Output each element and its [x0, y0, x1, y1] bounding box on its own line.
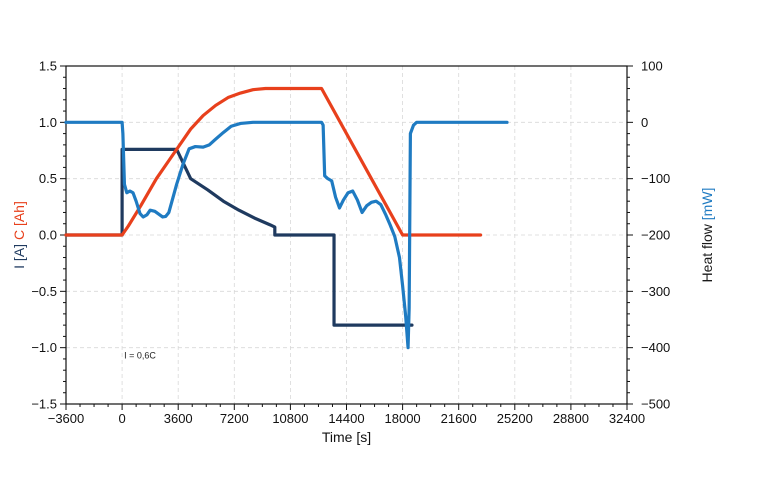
series-group [64, 86, 509, 350]
y-right-tick-label: −400 [641, 340, 670, 355]
y-left-tick-label: 0.0 [39, 228, 57, 243]
y-right-tick-label: −200 [641, 228, 670, 243]
x-tick-label: 21600 [441, 411, 477, 426]
x-tick-label: 10800 [272, 411, 308, 426]
x-tick-label: 0 [118, 411, 125, 426]
annotation-label: I = 0,6C [124, 351, 156, 361]
x-tick-label: 3600 [164, 411, 193, 426]
y-right-title-part: Heat flow [699, 220, 715, 282]
y-right-tick-label: −100 [641, 171, 670, 186]
x-tick-label: −3600 [48, 411, 85, 426]
x-tick-label: 14400 [328, 411, 364, 426]
y-right-tick-label: 100 [641, 59, 663, 74]
x-axis-title: Time [s] [322, 429, 371, 445]
y-left-title-part: I [A] [11, 244, 27, 269]
y-left-axis-title: I [A] C [Ah] [11, 201, 27, 269]
y-left-tick-label: −0.5 [31, 284, 57, 299]
y-right-tick-label: 0 [641, 115, 648, 130]
axis-ticks: −3600 0 3600 7200 10800 14400 18000 21600 25200 2… [31, 59, 670, 427]
y-right-tick-label: −500 [641, 397, 670, 412]
series-line-capacity [64, 86, 483, 237]
y-left-tick-label: 1.0 [39, 115, 57, 130]
y-left-tick-label: −1.5 [31, 397, 57, 412]
x-tick-label: 28800 [553, 411, 589, 426]
y-right-title-part: [mW] [699, 188, 715, 221]
x-tick-label: 18000 [385, 411, 421, 426]
y-left-tick-label: 0.5 [39, 171, 57, 186]
x-tick-label: 32400 [609, 411, 645, 426]
series-line-heat_flow [64, 120, 509, 350]
x-tick-label: 25200 [497, 411, 533, 426]
y-right-tick-label: −300 [641, 284, 670, 299]
axis-labels: Time [s] I [A] C [Ah] Heat flow [mW] [11, 188, 715, 445]
y-left-tick-label: 1.5 [39, 59, 57, 74]
series-line-current [64, 147, 414, 327]
y-right-axis-title: Heat flow [mW] [699, 188, 715, 283]
y-left-title-part: C [Ah] [11, 201, 27, 244]
y-left-tick-label: −1.0 [31, 340, 57, 355]
x-tick-label: 7200 [220, 411, 249, 426]
